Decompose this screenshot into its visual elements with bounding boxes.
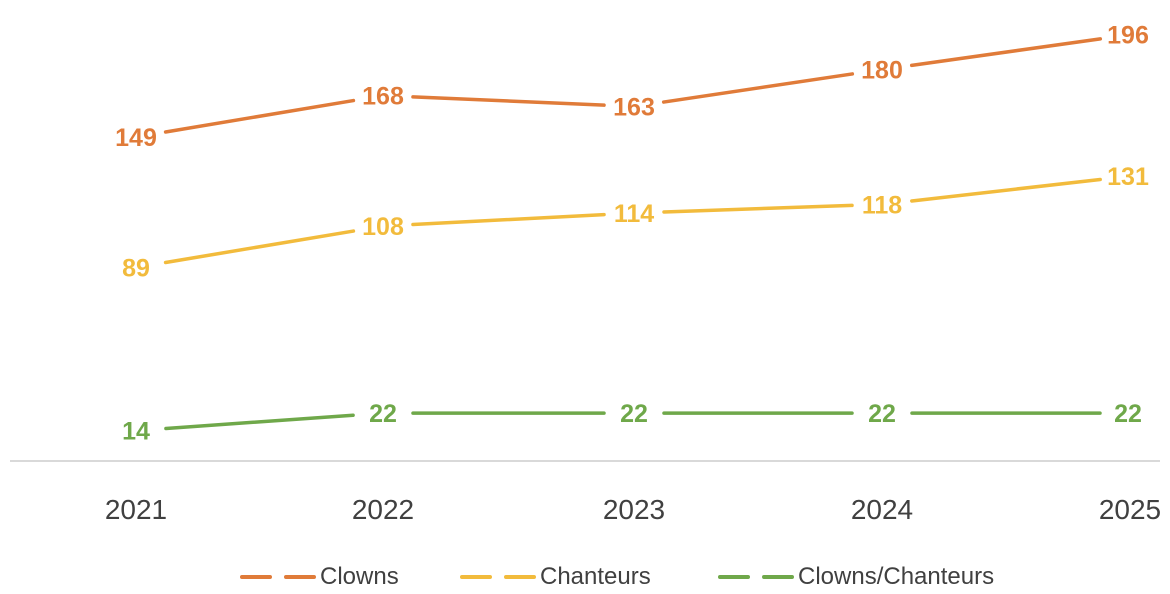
series-line-segment-chanteurs bbox=[910, 177, 1102, 203]
data-label-clowns-chanteurs: 22 bbox=[620, 400, 648, 428]
series-line-segment-clowns bbox=[411, 95, 606, 107]
series-line-segment-clowns bbox=[909, 37, 1103, 68]
data-label-chanteurs: 131 bbox=[1107, 163, 1149, 191]
data-label-clowns-chanteurs: 22 bbox=[868, 400, 896, 428]
series-line-segment-clowns-chanteurs bbox=[164, 413, 355, 431]
legend-item-clowns: Clowns bbox=[240, 560, 399, 594]
data-label-clowns-chanteurs: 22 bbox=[369, 400, 397, 428]
series-layer bbox=[135, 34, 1131, 431]
data-label-clowns-chanteurs: 14 bbox=[122, 418, 150, 446]
data-label-clowns: 163 bbox=[613, 93, 655, 121]
x-tick-label: 2025 bbox=[1099, 494, 1161, 525]
data-label-clowns: 196 bbox=[1107, 22, 1149, 50]
x-tick-label: 2023 bbox=[603, 494, 665, 525]
data-label-clowns: 180 bbox=[861, 57, 903, 85]
x-tick-label: 2021 bbox=[105, 494, 167, 525]
x-tick-label: 2024 bbox=[851, 494, 913, 525]
series-line-segment-chanteurs bbox=[163, 229, 356, 265]
data-label-chanteurs: 114 bbox=[614, 200, 654, 228]
data-label-clowns: 168 bbox=[362, 83, 404, 111]
data-label-layer: 149 168 163 180 196 89 108 114 118 131 14 22 22 22 22 bbox=[115, 22, 1149, 446]
data-label-clowns-chanteurs: 22 bbox=[1114, 400, 1142, 428]
legend-swatch-clowns bbox=[240, 574, 316, 580]
legend-swatch-chanteurs bbox=[460, 574, 536, 580]
series-line-segment-chanteurs bbox=[662, 203, 854, 214]
legend-label-clowns: Clowns bbox=[320, 563, 399, 590]
data-label-chanteurs: 89 bbox=[122, 254, 150, 282]
legend-swatch-clowns-chanteurs bbox=[718, 574, 794, 580]
legend-item-clowns-chanteurs: Clowns/Chanteurs bbox=[718, 560, 994, 594]
legend-item-chanteurs: Chanteurs bbox=[460, 560, 651, 594]
legend-label-clowns-chanteurs: Clowns/Chanteurs bbox=[798, 563, 995, 590]
data-label-chanteurs: 118 bbox=[862, 191, 902, 219]
series-line-segment-clowns bbox=[661, 72, 855, 104]
legend: Clowns Chanteurs Clowns/Chanteurs bbox=[0, 560, 1170, 594]
x-tick-label: 2022 bbox=[352, 494, 414, 525]
series-line-segment-clowns bbox=[163, 98, 356, 134]
legend-label-chanteurs: Chanteurs bbox=[540, 563, 651, 590]
x-tick-layer: 2021 2022 2023 2024 2025 bbox=[105, 494, 1161, 525]
data-label-clowns: 149 bbox=[115, 124, 157, 152]
data-label-chanteurs: 108 bbox=[362, 213, 404, 241]
series-line-segment-chanteurs bbox=[411, 212, 606, 227]
